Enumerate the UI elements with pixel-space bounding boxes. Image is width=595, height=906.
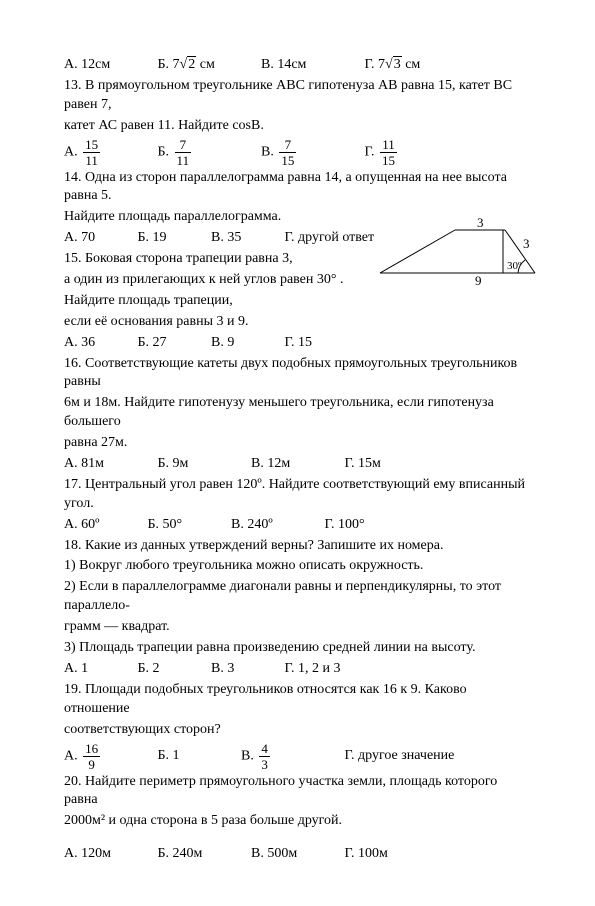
opt-a: А. 1 (64, 660, 134, 679)
opt-a: А. 81м (64, 455, 154, 474)
opt-b: Б. 1 (158, 747, 238, 766)
q17-options: А. 60º Б. 50° В. 240º Г. 100° (64, 516, 531, 535)
q15-options: А. 36 Б. 27 В. 9 Г. 15 (64, 334, 531, 353)
q19-text-b: соответствующих сторон? (64, 721, 531, 740)
q16-options: А. 81м Б. 9м В. 12м Г. 15м (64, 455, 531, 474)
page: А. 12см Б. 72 см В. 14см Г. 73 см 13. В … (0, 0, 595, 906)
opt-a: А. 60º (64, 516, 144, 535)
opt-d: Г. 1115 (365, 138, 400, 167)
opt-b: Б. 2 (138, 660, 208, 679)
opt-d: Г. 1, 2 и 3 (285, 660, 341, 679)
q16-text-a: 16. Соответствующие катеты двух подобных… (64, 355, 531, 393)
opt-d: Г. 73 см (365, 56, 421, 75)
opt-c: В. 240º (231, 516, 321, 535)
opt-b: Б. 19 (138, 229, 208, 248)
diagram-bottom-label: 9 (475, 273, 482, 288)
trapezoid-diagram: 3 3 30º 9 (375, 218, 545, 288)
opt-c: В. 12м (251, 455, 341, 474)
opt-d: Г. 15м (345, 455, 381, 474)
opt-c: В. 500м (251, 845, 341, 864)
opt-a: А. 120м (64, 845, 154, 864)
q19-options: А. 169 Б. 1 В. 43 Г. другое значение (64, 742, 531, 771)
opt-a: А. 1511 (64, 138, 154, 167)
q18-stmt2a: 2) Если в параллелограмме диагонали равн… (64, 578, 531, 616)
q18-text: 18. Какие из данных утверждений верны? З… (64, 537, 531, 556)
q12-options: А. 12см Б. 72 см В. 14см Г. 73 см (64, 56, 531, 75)
q13-options: А. 1511 Б. 711 В. 715 Г. 1115 (64, 138, 531, 167)
opt-b: Б. 72 см (158, 56, 258, 75)
opt-c: В. 14см (261, 56, 361, 75)
opt-c: В. 43 (241, 742, 341, 771)
opt-c: В. 35 (211, 229, 281, 248)
q14-text: 14. Одна из сторон параллелограмма равна… (64, 169, 531, 207)
opt-a: А. 169 (64, 742, 154, 771)
opt-d: Г. 15 (285, 334, 313, 353)
opt-b: Б. 9м (158, 455, 248, 474)
q13-text2: катет АС равен 11. Найдите cosB. (64, 117, 531, 136)
q13-text: 13. В прямоугольном треугольнике АВС гип… (64, 77, 531, 115)
opt-d: Г. 100м (345, 845, 388, 864)
q15-text-d: если её основания равны 3 и 9. (64, 313, 531, 332)
q19-text-a: 19. Площади подобных треугольников относ… (64, 681, 531, 719)
q18-stmt2b: грамм — квадрат. (64, 618, 531, 637)
opt-c: В. 3 (211, 660, 281, 679)
q15-text-c: Найдите площадь трапеции, (64, 292, 531, 311)
opt-c: В. 9 (211, 334, 281, 353)
opt-a: А. 12см (64, 56, 154, 75)
diagram-angle-label: 30º (507, 260, 522, 272)
opt-d: Г. 100° (325, 516, 365, 535)
diagram-side-label: 3 (523, 236, 530, 251)
opt-a: А. 70 (64, 229, 134, 248)
q18-stmt3: 3) Площадь трапеции равна произведению с… (64, 639, 531, 658)
q17-text: 17. Центральный угол равен 120º. Найдите… (64, 476, 531, 514)
q18-options: А. 1 Б. 2 В. 3 Г. 1, 2 и 3 (64, 660, 531, 679)
opt-d: Г. другой ответ (285, 229, 375, 248)
q16-text-c: равна 27м. (64, 434, 531, 453)
opt-a: А. 36 (64, 334, 134, 353)
q16-text-b: 6м и 18м. Найдите гипотенузу меньшего тр… (64, 394, 531, 432)
opt-b: Б. 50° (148, 516, 228, 535)
opt-c: В. 715 (261, 138, 361, 167)
q18-stmt1: 1) Вокруг любого треугольника можно опис… (64, 557, 531, 576)
opt-b: Б. 240м (158, 845, 248, 864)
opt-b: Б. 27 (138, 334, 208, 353)
q20-options: А. 120м Б. 240м В. 500м Г. 100м (64, 845, 531, 864)
opt-d: Г. другое значение (345, 747, 455, 766)
diagram-top-label: 3 (477, 218, 484, 230)
q20-text-a: 20. Найдите периметр прямоугольного учас… (64, 773, 531, 811)
opt-b: Б. 711 (158, 138, 258, 167)
q20-text-b: 2000м² и одна сторона в 5 раза больше др… (64, 812, 531, 831)
